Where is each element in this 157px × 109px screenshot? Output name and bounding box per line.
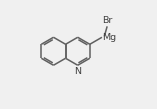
Text: Br: Br (102, 16, 113, 25)
Text: N: N (74, 67, 81, 76)
Text: Mg: Mg (103, 33, 117, 42)
